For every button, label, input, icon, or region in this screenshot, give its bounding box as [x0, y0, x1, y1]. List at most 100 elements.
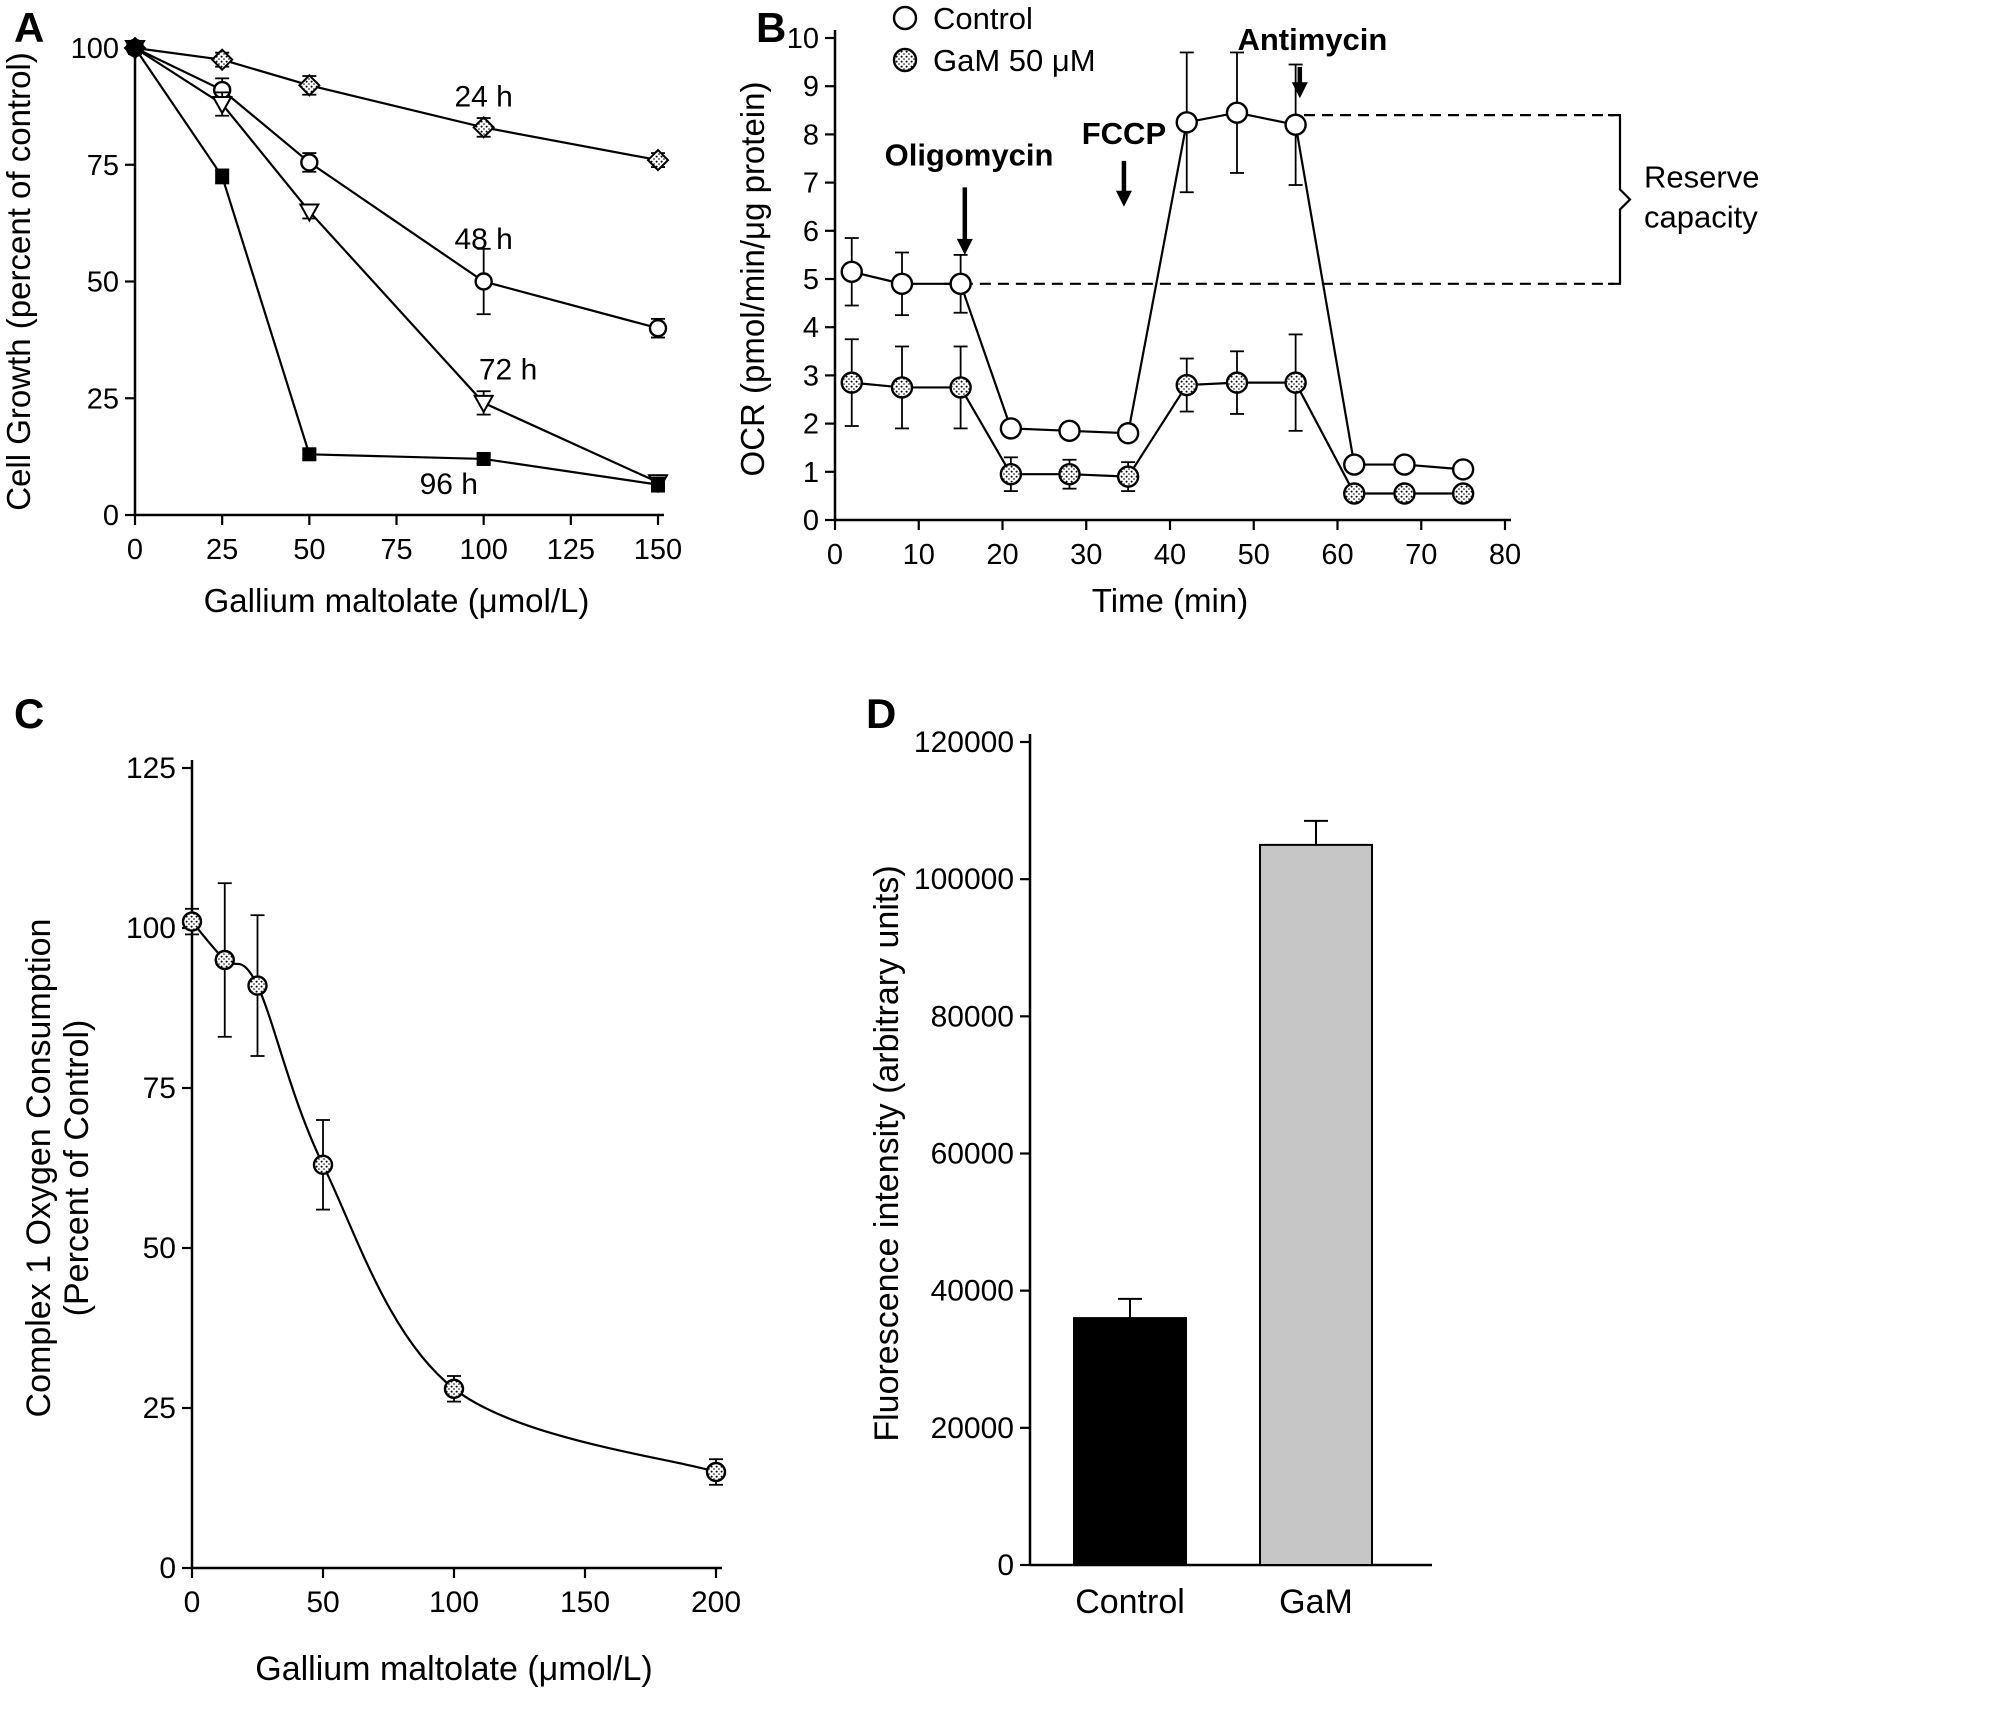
svg-text:0: 0: [827, 539, 843, 571]
svg-text:Oligomycin: Oligomycin: [885, 138, 1054, 173]
annotation-arrow: [1115, 160, 1132, 207]
svg-text:OCR (pmol/min/μg protein): OCR (pmol/min/μg protein): [740, 82, 771, 477]
svg-text:80: 80: [1489, 539, 1521, 571]
svg-text:3: 3: [803, 360, 819, 392]
svg-text:150: 150: [634, 534, 682, 566]
chart-cell-growth: 0 25 50 75 100 125 150 0 25 50 75 100 Gallium maltol…: [0, 33, 683, 619]
axes: 0 50 100 150 200 0 25 50 75 100 125: [126, 752, 741, 1619]
annotation-arrow: [1291, 66, 1308, 99]
chart-complex1-oxygen: 0 50 100 150 200 0 25 50 75 100 125 Gallium maltola…: [20, 752, 741, 1688]
svg-text:Antimycin: Antimycin: [1237, 22, 1387, 57]
svg-text:50: 50: [293, 534, 325, 566]
series-96-h: [128, 41, 665, 493]
svg-text:0: 0: [184, 1586, 201, 1619]
series-gam-50-μm: [840, 333, 1475, 505]
svg-text:20000: 20000: [931, 1412, 1014, 1445]
svg-text:150: 150: [560, 1586, 610, 1619]
svg-text:96 h: 96 h: [420, 468, 478, 501]
panel-a: A 0 25 50 75 100 125 150 0 25 50 75 100 Gallium malt…: [0, 0, 740, 680]
axes: 0 25 50 75 100 125 150 0 25 50 75 100: [71, 33, 683, 566]
panel-label-b: B: [756, 4, 787, 51]
svg-text:0: 0: [159, 1552, 176, 1585]
svg-text:24 h: 24 h: [454, 80, 512, 113]
svg-text:125: 125: [126, 752, 176, 785]
bar-gam: [1259, 819, 1373, 1566]
svg-text:20: 20: [986, 539, 1018, 571]
svg-text:9: 9: [803, 71, 819, 103]
svg-text:100: 100: [126, 912, 176, 945]
svg-text:100000: 100000: [914, 863, 1014, 896]
svg-text:Gallium maltolate (μmol/L): Gallium maltolate (μmol/L): [204, 582, 590, 619]
series-72-h: [124, 40, 669, 494]
svg-text:Gallium maltolate (μmol/L): Gallium maltolate (μmol/L): [255, 1650, 652, 1688]
svg-text:Time (min): Time (min): [1092, 582, 1248, 619]
svg-text:10: 10: [787, 23, 819, 55]
svg-text:30: 30: [1070, 539, 1102, 571]
svg-text:50: 50: [1238, 539, 1270, 571]
svg-text:1: 1: [803, 457, 819, 489]
svg-text:FCCP: FCCP: [1082, 116, 1166, 151]
axes: 0 20000 40000 60000 80000 100000 120000: [914, 726, 1432, 1582]
svg-text:48 h: 48 h: [454, 223, 512, 256]
panel-d: D 0 20000 40000 60000 80000 100000 120000 Fluor…: [820, 680, 2000, 1716]
svg-text:Complex 1 Oxygen Consumption: Complex 1 Oxygen Consumption: [20, 919, 58, 1418]
svg-text:200: 200: [691, 1586, 741, 1619]
svg-text:100: 100: [71, 33, 119, 65]
svg-text:0: 0: [103, 500, 119, 532]
reserve-capacity-bracket: [1608, 114, 1632, 285]
chart-ocr-time: 0 10 20 30 40 50 60 70 80 0 1 2 3 4 5 6 7 8 9 10 Time (min) O…: [740, 1, 1759, 619]
svg-text:(Percent of Control): (Percent of Control): [58, 1020, 96, 1317]
svg-text:60: 60: [1321, 539, 1353, 571]
axes: 0 10 20 30 40 50 60 70 80 0 1 2 3 4 5 6 7 8 9 10: [787, 23, 1521, 571]
svg-text:75: 75: [143, 1072, 176, 1105]
svg-text:Fluorescence intensity (arbitr: Fluorescence intensity (arbitrary units): [868, 865, 906, 1441]
svg-text:75: 75: [87, 150, 119, 182]
svg-text:25: 25: [143, 1392, 176, 1425]
svg-text:50: 50: [306, 1586, 339, 1619]
svg-text:72 h: 72 h: [479, 354, 537, 387]
svg-text:GaM: GaM: [1279, 1583, 1353, 1621]
panel-c: C 0 50 100 150 200 0 25 50 75 100 125 Gallium malto…: [0, 680, 820, 1716]
series-complex-1-oxygen-consumption: [181, 882, 727, 1486]
svg-text:0: 0: [803, 505, 819, 537]
svg-text:50: 50: [143, 1232, 176, 1265]
panel-label-d: D: [866, 690, 897, 737]
svg-text:4: 4: [803, 312, 819, 344]
svg-text:0: 0: [997, 1549, 1014, 1582]
svg-text:75: 75: [380, 534, 412, 566]
svg-text:120000: 120000: [914, 726, 1014, 759]
svg-text:0: 0: [127, 534, 143, 566]
svg-text:40000: 40000: [931, 1275, 1014, 1308]
svg-text:50: 50: [87, 267, 119, 299]
svg-text:25: 25: [206, 534, 238, 566]
svg-text:GaM 50 μM: GaM 50 μM: [933, 43, 1096, 78]
svg-text:2: 2: [803, 409, 819, 441]
svg-text:capacity: capacity: [1644, 199, 1758, 234]
svg-text:Reserve: Reserve: [1644, 159, 1759, 194]
bar-control: [1073, 1297, 1187, 1566]
svg-text:60000: 60000: [931, 1138, 1014, 1171]
annotation-arrow: [956, 187, 973, 255]
svg-text:5: 5: [803, 264, 819, 296]
panel-label-c: C: [14, 690, 45, 737]
svg-text:40: 40: [1154, 539, 1186, 571]
svg-text:70: 70: [1405, 539, 1437, 571]
series-48-h: [125, 38, 668, 339]
series-control: [840, 51, 1475, 481]
panel-b: B 0 10 20 30 40 50 60 70 80 0 1 2 3 4 5 6 7 8 9 10 Time (min…: [740, 0, 2000, 680]
svg-text:Control: Control: [933, 1, 1033, 36]
svg-text:6: 6: [803, 216, 819, 248]
series-24-h: [123, 36, 670, 172]
svg-text:8: 8: [803, 119, 819, 151]
svg-text:125: 125: [547, 534, 595, 566]
svg-text:100: 100: [429, 1586, 479, 1619]
chart-fluorescence-bars: 0 20000 40000 60000 80000 100000 120000 Fluores…: [868, 726, 1432, 1621]
svg-text:Control: Control: [1075, 1583, 1185, 1621]
svg-text:10: 10: [903, 539, 935, 571]
svg-text:7: 7: [803, 168, 819, 200]
svg-text:Cell Growth (percent of contro: Cell Growth (percent of control): [0, 52, 37, 511]
svg-text:100: 100: [459, 534, 507, 566]
svg-text:80000: 80000: [931, 1000, 1014, 1033]
legend: Control GaM 50 μM: [892, 1, 1096, 78]
